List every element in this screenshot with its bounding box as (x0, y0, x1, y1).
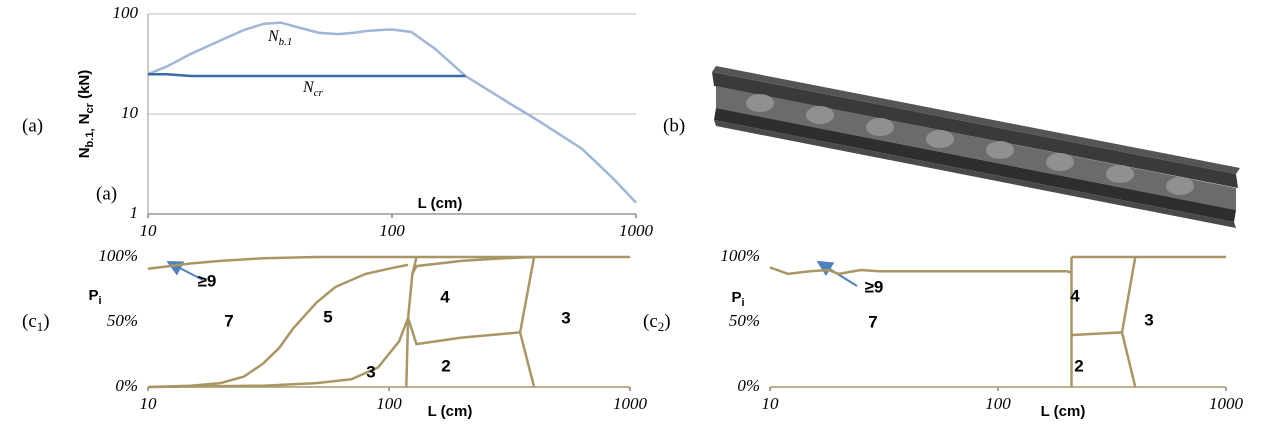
y-tick-label: 100 (113, 3, 139, 22)
region-label: ≥9 (198, 271, 217, 290)
y-axis-label: Nb.1, Ncr (kN) (76, 70, 96, 159)
region-label: 3 (366, 362, 375, 381)
x-tick-label: 10 (762, 394, 780, 413)
series-line (406, 318, 520, 387)
region-label: 4 (1070, 286, 1080, 305)
y-tick-label: 100% (720, 246, 760, 265)
y-tick-label: 50% (729, 311, 760, 330)
x-tick-label: 1000 (619, 221, 654, 240)
region-label: 4 (440, 287, 450, 306)
region-label: ≥9 (865, 277, 884, 296)
series-line (1122, 257, 1135, 387)
series-line (148, 74, 466, 76)
x-tick-label: 100 (985, 394, 1011, 413)
x-axis-label: L (cm) (418, 195, 463, 212)
x-tick-label: 1000 (1209, 394, 1244, 413)
y-tick-label: 100% (98, 246, 138, 265)
text-part: P (731, 289, 741, 306)
region-label: 3 (561, 308, 570, 327)
text-part: N (76, 147, 93, 158)
x-axis-label: L (cm) (428, 403, 473, 420)
y-axis-label: Pi (731, 289, 744, 309)
region-label: 2 (441, 356, 450, 375)
region-label: 2 (1074, 356, 1083, 375)
annotation: Ncr (302, 79, 324, 99)
text-part: (kN) (76, 70, 93, 103)
x-tick-label: 10 (140, 221, 158, 240)
panel-label: (a) (22, 115, 43, 136)
x-tick-label: 1000 (613, 394, 648, 413)
region-label: 5 (323, 307, 332, 326)
text-part: ) (43, 311, 49, 332)
panel-label: (c1) (22, 311, 50, 334)
region-label: 7 (224, 311, 233, 330)
beam-3d (712, 66, 1240, 228)
y-tick-label: 1 (130, 203, 139, 222)
text-part: (c (643, 311, 658, 332)
y-tick-label: 0% (737, 376, 760, 395)
figure: (a) (b) (c1)(c2)110100101001000L (cm)Nb.… (0, 0, 1264, 432)
text-part: (c (22, 311, 37, 332)
annotation: Nb.1 (267, 28, 292, 48)
region-label: 7 (868, 312, 877, 331)
text-part: i (98, 295, 101, 307)
x-axis-label: L (cm) (1041, 403, 1086, 420)
y-tick-label: 0% (115, 376, 138, 395)
panel-label: (c2) (643, 311, 671, 334)
series-line (520, 257, 534, 387)
text-part: N (76, 113, 93, 128)
text-part: b.1, (84, 128, 96, 147)
y-axis-label: Pi (88, 287, 101, 307)
text-part: ) (664, 311, 670, 332)
text-part: i (741, 297, 744, 309)
series-line (148, 257, 630, 269)
inner-label: (a) (96, 183, 117, 204)
series-line (770, 267, 1072, 274)
y-tick-label: 10 (121, 103, 139, 122)
y-tick-label: 50% (107, 311, 138, 330)
x-tick-label: 100 (379, 221, 405, 240)
text-part: b.1 (279, 36, 293, 48)
series-line (148, 23, 636, 203)
series-line (1072, 332, 1122, 335)
panel-label: (b) (663, 115, 685, 136)
text-part: P (88, 287, 98, 304)
region-label: 3 (1144, 310, 1153, 329)
x-tick-label: 100 (376, 394, 402, 413)
x-tick-label: 10 (140, 394, 158, 413)
text-part: cr (314, 87, 324, 99)
